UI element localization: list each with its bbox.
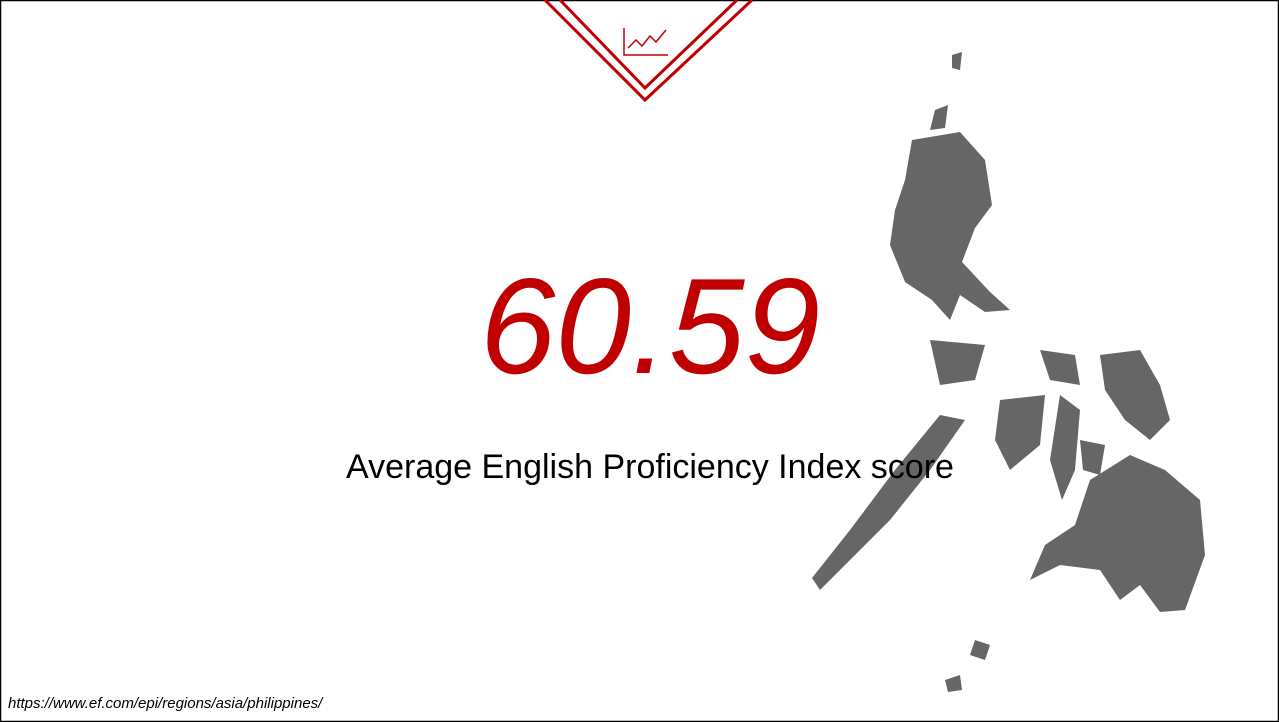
map-island xyxy=(945,675,962,692)
score: 60.59 xyxy=(480,250,820,402)
caption: Average English Proficiency Index score xyxy=(346,448,954,486)
chevron-line xyxy=(558,0,739,91)
map-island xyxy=(1100,350,1170,440)
icon-line xyxy=(627,29,667,49)
map-island xyxy=(890,132,1010,320)
map-island xyxy=(930,105,948,130)
source: https://www.ef.com/epi/regions/asia/phil… xyxy=(8,695,324,712)
map xyxy=(812,52,1205,692)
chart-icon xyxy=(623,28,668,56)
icon-axes xyxy=(623,28,668,56)
map-island xyxy=(1080,440,1105,475)
map-island xyxy=(995,395,1045,470)
map-island xyxy=(1040,350,1080,385)
map-island xyxy=(930,340,985,385)
chevron xyxy=(543,0,754,103)
map-island xyxy=(812,415,965,590)
map-island xyxy=(1030,455,1205,612)
map-island xyxy=(952,52,962,70)
map-island xyxy=(1050,395,1080,500)
map-island xyxy=(970,640,990,660)
chevron-line xyxy=(543,0,754,103)
